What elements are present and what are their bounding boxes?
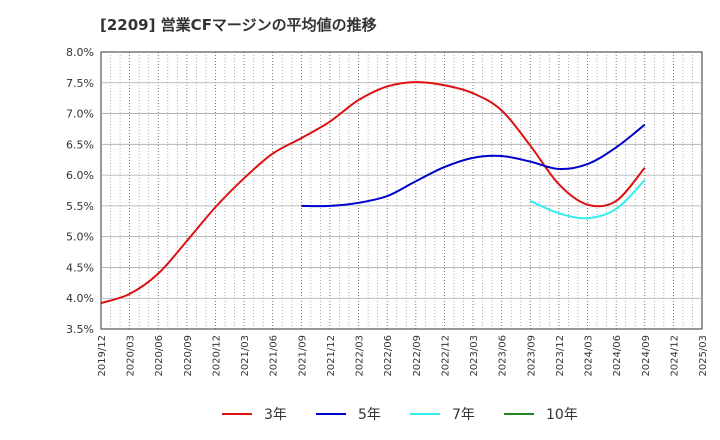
chart-title: [2209] 営業CFマージンの平均値の推移: [100, 16, 377, 34]
x-tick-label: 2023/09: [526, 335, 537, 377]
x-tick-label: 2022/06: [383, 335, 394, 377]
x-tick-label: 2024/06: [612, 335, 623, 377]
x-tick-label: 2020/03: [126, 335, 137, 377]
y-tick-label: 7.0%: [66, 108, 94, 121]
legend-label: 3年: [264, 407, 287, 423]
legend-label: 10年: [546, 407, 578, 423]
x-tick-label: 2024/09: [641, 335, 652, 377]
x-tick-label: 2022/03: [355, 335, 366, 377]
x-tick-label: 2019/12: [97, 335, 108, 377]
x-tick-label: 2021/12: [326, 335, 337, 377]
legend-label: 5年: [358, 407, 381, 423]
plot-frame: [100, 51, 703, 330]
y-axis-ticks: 3.5% 4.0% 4.5% 5.0% 5.5% 6.0% 6.5% 7.0% 7.5% 8.0%: [66, 46, 94, 336]
y-tick-label: 6.0%: [66, 169, 94, 182]
legend: 3年 5年 7年 10年: [222, 407, 578, 423]
series-line-1: [301, 123, 646, 208]
series-line-2: [529, 179, 646, 220]
y-tick-label: 4.5%: [66, 261, 94, 274]
y-tick-label: 7.5%: [66, 77, 94, 90]
y-tick-label: 5.0%: [66, 231, 94, 244]
x-tick-label: 2023/06: [498, 335, 509, 377]
legend-label: 7年: [452, 407, 475, 423]
y-tick-label: 6.5%: [66, 138, 94, 151]
x-tick-label: 2022/09: [412, 335, 423, 377]
plot-area: [100, 51, 703, 330]
x-tick-label: 2020/06: [154, 335, 165, 377]
x-tick-label: 2020/09: [183, 335, 194, 377]
y-tick-label: 4.0%: [66, 292, 94, 305]
y-tick-label: 8.0%: [66, 46, 94, 59]
x-tick-label: 2023/03: [469, 335, 480, 377]
x-tick-label: 2021/09: [297, 335, 308, 377]
x-tick-label: 2021/06: [269, 335, 280, 377]
x-tick-label: 2021/03: [240, 335, 251, 377]
x-axis-ticks: 2019/12 2020/03 2020/06 2020/09 2020/12 2021/…: [97, 335, 709, 377]
x-tick-label: 2023/12: [555, 335, 566, 377]
x-tick-label: 2022/12: [440, 335, 451, 377]
series-line-0: [100, 81, 646, 305]
series-lines: [100, 81, 646, 305]
x-tick-label: 2025/03: [698, 335, 709, 377]
x-tick-label: 2020/12: [211, 335, 222, 377]
y-tick-label: 3.5%: [66, 323, 94, 336]
y-tick-label: 5.5%: [66, 200, 94, 213]
x-tick-label: 2024/03: [584, 335, 595, 377]
x-tick-label: 2024/12: [669, 335, 680, 377]
